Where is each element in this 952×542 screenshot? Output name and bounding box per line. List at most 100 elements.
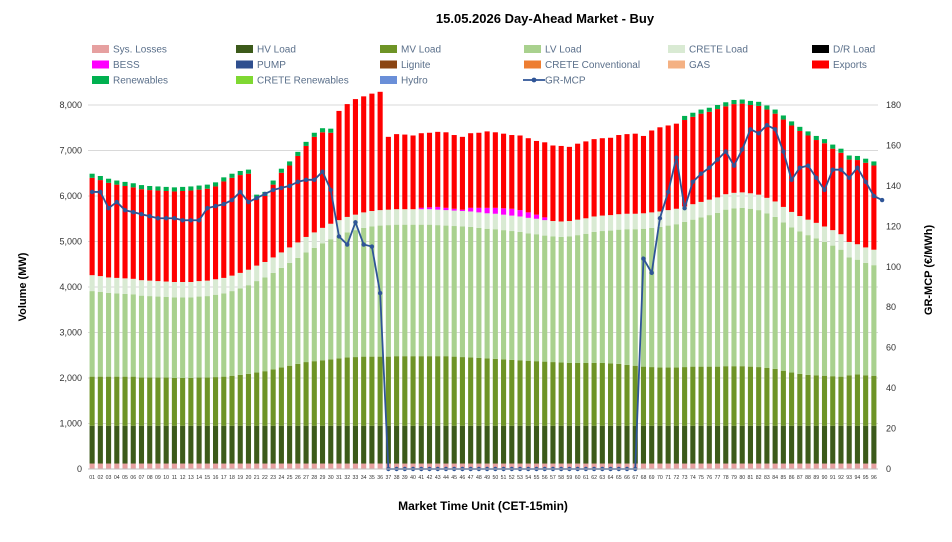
- gr-mcp-point: [353, 220, 358, 225]
- bar-lv-load: [616, 229, 622, 364]
- bar-hv-load: [501, 425, 507, 464]
- bar-crete-load: [673, 208, 679, 225]
- bar-exports: [665, 125, 671, 211]
- bar-hv-load: [682, 425, 688, 464]
- bar-hv-load: [599, 425, 605, 464]
- bar-mv-load: [426, 356, 433, 426]
- bar-exports: [657, 127, 663, 212]
- bar-sys-losses: [130, 463, 136, 469]
- bar-crete-load: [706, 199, 712, 216]
- bar-sys-losses: [418, 463, 424, 469]
- gr-mcp-point: [114, 199, 120, 205]
- bar-crete-load: [723, 194, 729, 210]
- x-tick-label: 11: [172, 475, 177, 481]
- bar-hv-load: [171, 425, 177, 464]
- bar-mv-load: [739, 366, 745, 426]
- x-tick-label: 80: [739, 475, 745, 481]
- bar-hv-load: [443, 425, 449, 464]
- bar-hv-load: [204, 425, 210, 464]
- bar-crete-load: [410, 209, 416, 225]
- x-tick-label: 21: [254, 475, 260, 481]
- bar-renewables: [739, 99, 745, 104]
- bar-lv-load: [270, 272, 276, 370]
- bar-hv-load: [180, 425, 186, 464]
- y-tick-label: 2,000: [59, 373, 82, 383]
- legend-label: D/R Load: [833, 45, 875, 56]
- bar-mv-load: [443, 356, 449, 426]
- bar-crete-load: [270, 257, 276, 273]
- bar-crete-load: [147, 280, 153, 297]
- bar-renewables: [171, 187, 177, 192]
- gr-mcp-point: [723, 149, 728, 154]
- bar-hv-load: [566, 425, 572, 464]
- bar-exports: [394, 134, 400, 210]
- bar-sys-losses: [846, 463, 852, 469]
- x-tick-label: 29: [320, 475, 326, 481]
- x-tick-label: 74: [690, 475, 696, 481]
- bar-hv-load: [583, 425, 589, 464]
- bar-crete-load: [328, 223, 334, 240]
- bar-crete-load: [599, 215, 605, 232]
- bar-mv-load: [459, 357, 465, 426]
- x-tick-label: 34: [361, 475, 367, 481]
- bar-renewables: [147, 185, 153, 191]
- bar-hv-load: [295, 425, 301, 464]
- bar-exports: [813, 140, 819, 223]
- bar-hv-load: [673, 425, 679, 464]
- bar-mv-load: [229, 375, 235, 426]
- gr-mcp-point: [238, 189, 243, 195]
- bar-lv-load: [525, 233, 531, 361]
- bar-lv-load: [344, 232, 350, 358]
- bar-exports: [854, 160, 860, 245]
- gr-mcp-point: [270, 187, 276, 193]
- bar-hv-load: [789, 425, 795, 464]
- bar-hv-load: [155, 425, 161, 464]
- bar-exports: [97, 180, 103, 277]
- gr-mcp-point: [871, 193, 877, 199]
- bar-sys-losses: [682, 463, 688, 469]
- bar-crete-load: [838, 234, 844, 250]
- bar-hv-load: [106, 425, 112, 464]
- bar-hv-load: [138, 425, 145, 464]
- bar-hv-load: [772, 425, 778, 464]
- bar-exports: [591, 139, 597, 217]
- bar-mv-load: [138, 377, 145, 426]
- x-tick-label: 78: [723, 475, 729, 481]
- bar-sys-losses: [443, 463, 449, 469]
- bar-sys-losses: [451, 463, 457, 469]
- bar-exports: [426, 132, 433, 208]
- bar-hv-load: [221, 425, 227, 464]
- bar-mv-load: [649, 367, 655, 426]
- bar-hv-load: [97, 425, 103, 464]
- x-tick-label: 23: [270, 475, 276, 481]
- x-tick-label: 66: [624, 475, 630, 481]
- bar-hv-load: [130, 425, 136, 464]
- gr-mcp-point: [98, 189, 103, 195]
- bar-exports: [846, 159, 852, 242]
- bar-crete-load: [640, 213, 647, 229]
- x-tick-label: 64: [608, 475, 614, 481]
- bar-sys-losses: [213, 463, 219, 469]
- bar-sys-losses: [566, 463, 572, 469]
- bar-exports: [204, 188, 210, 281]
- bar-hv-load: [468, 425, 474, 464]
- bar-renewables: [805, 131, 811, 136]
- bar-exports: [789, 125, 795, 212]
- bar-crete-load: [155, 281, 161, 297]
- bar-sys-losses: [558, 463, 564, 469]
- x-tick-label: 88: [805, 475, 811, 481]
- bar-exports: [106, 182, 112, 278]
- gr-mcp-point: [830, 167, 835, 172]
- gr-mcp-point: [756, 131, 761, 136]
- bar-sys-losses: [838, 463, 844, 469]
- bar-exports: [328, 132, 334, 224]
- x-tick-label: 14: [196, 475, 202, 481]
- bar-exports: [533, 140, 540, 215]
- bar-crete-load: [764, 197, 770, 214]
- x-tick-label: 12: [180, 475, 186, 481]
- x-tick-label: 76: [706, 475, 712, 481]
- bar-lv-load: [517, 231, 523, 361]
- bar-exports: [640, 135, 647, 214]
- bar-hv-load: [723, 425, 729, 464]
- legend-swatch: [380, 60, 397, 69]
